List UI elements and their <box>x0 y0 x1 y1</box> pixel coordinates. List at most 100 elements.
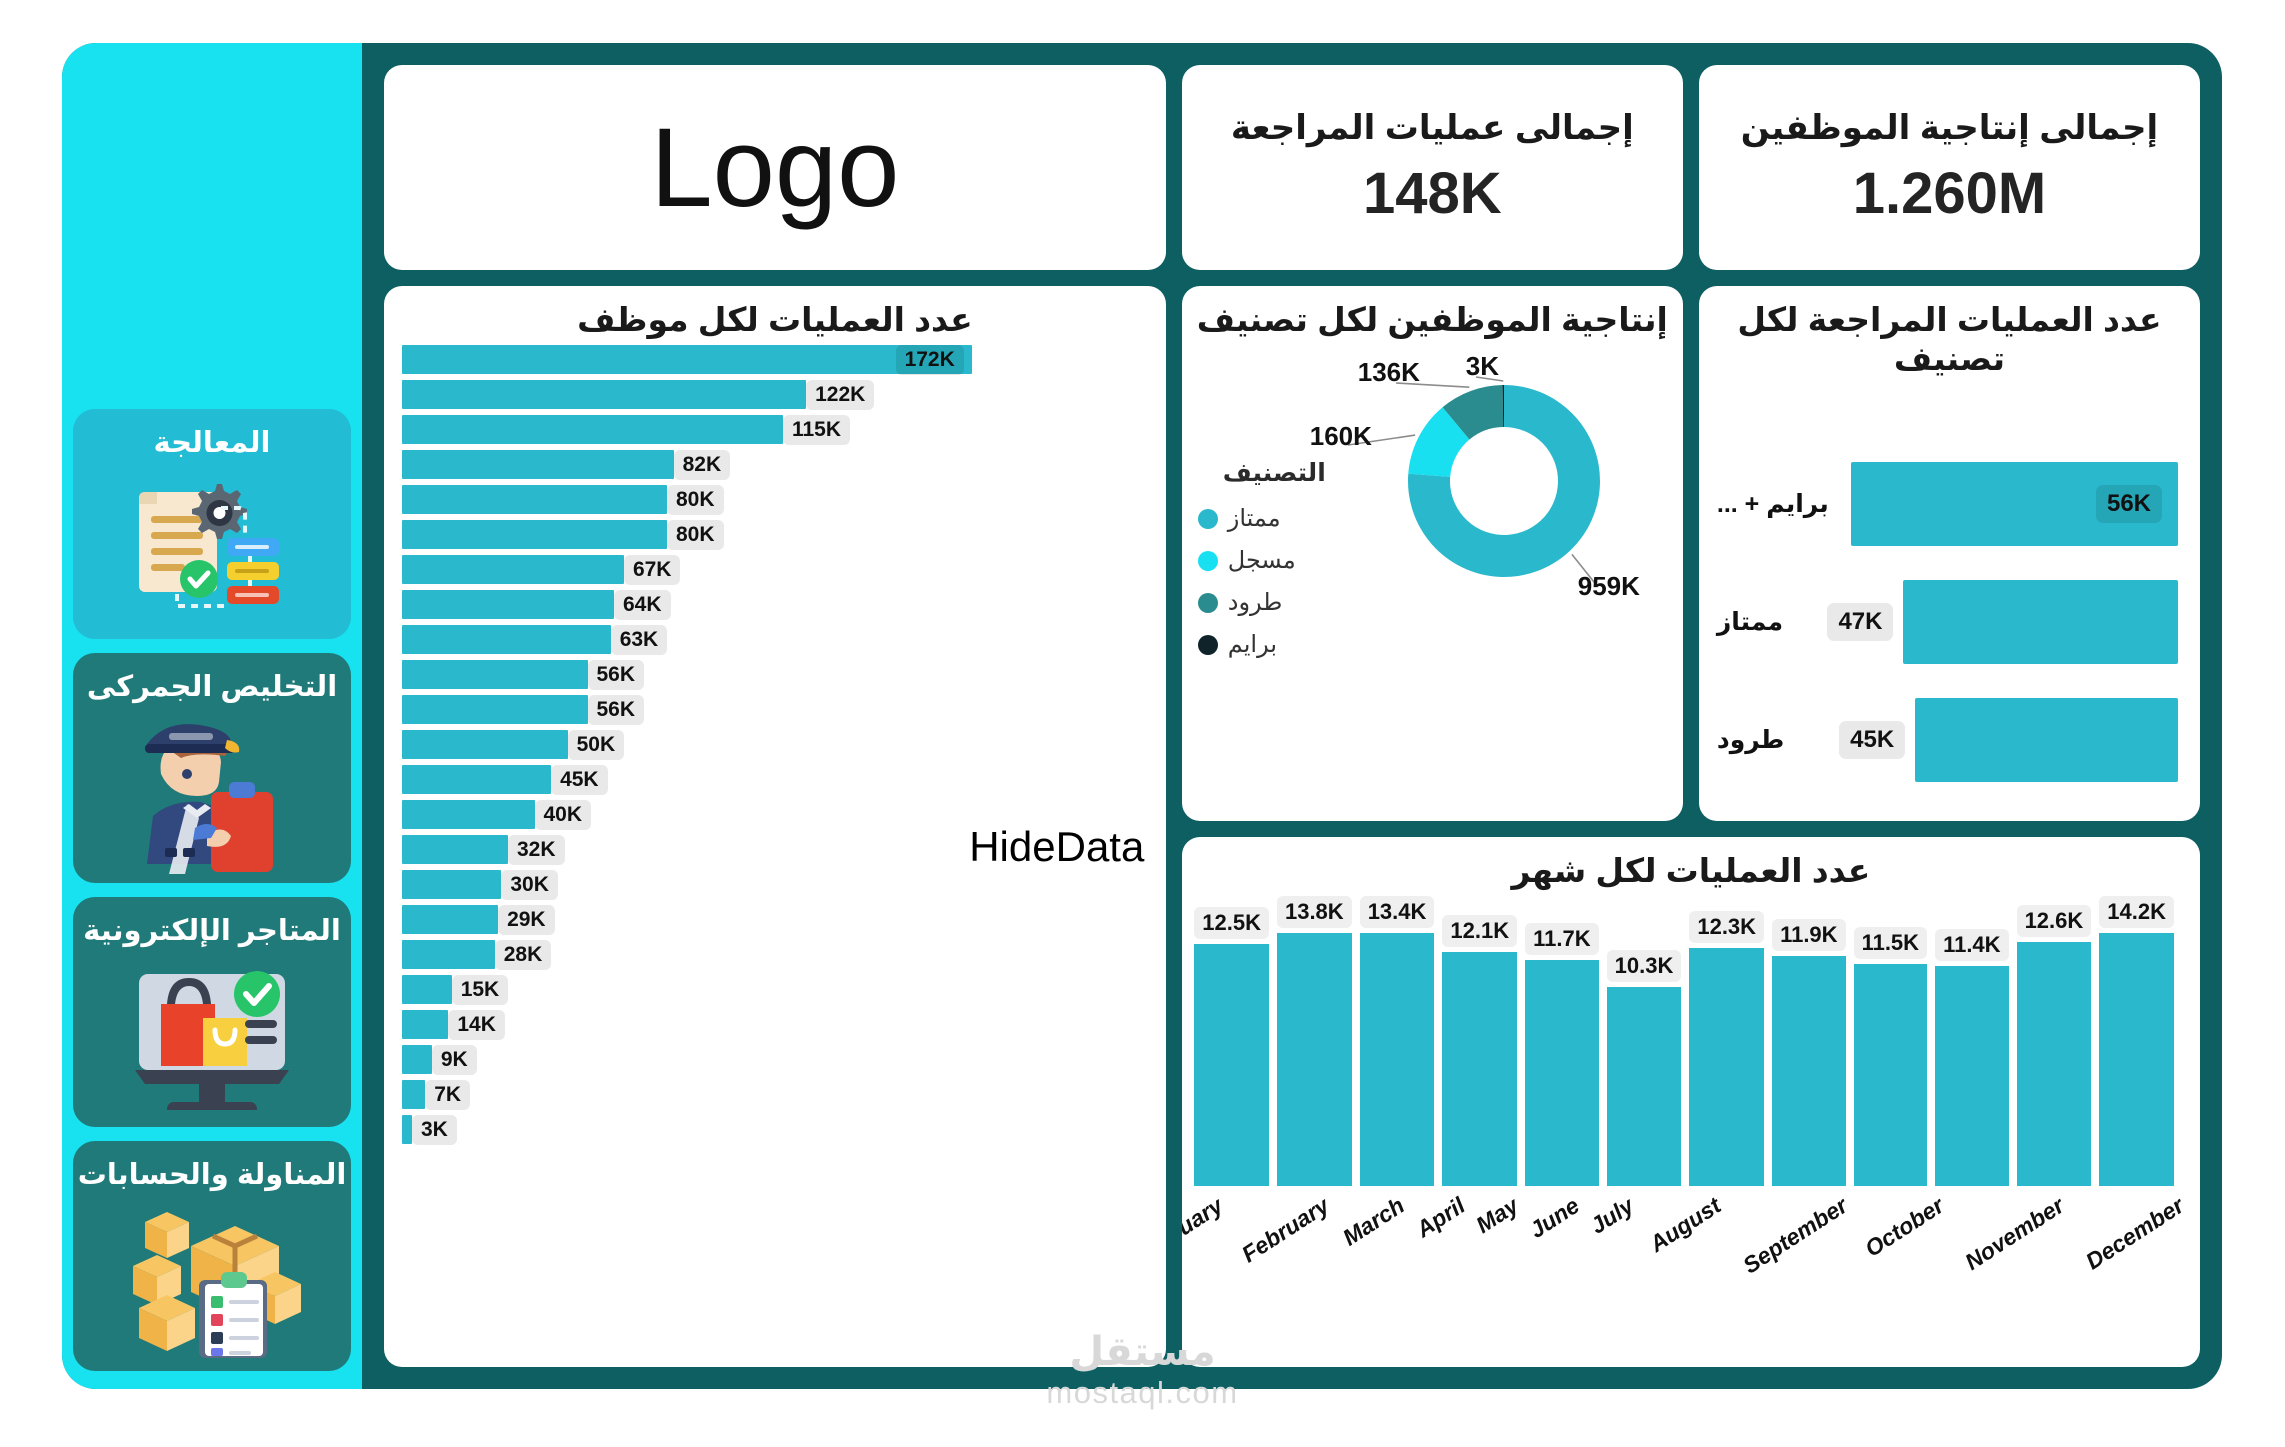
sidebar-item-handling-accounts[interactable]: المناولة والحسابات <box>73 1141 351 1371</box>
employee-bar-row[interactable]: 28K <box>402 939 972 970</box>
month-bar-column[interactable]: 12.3K <box>1689 896 1765 1186</box>
category-value-label: 56K <box>2095 484 2162 523</box>
category-bar-track: 47K <box>1827 579 2178 664</box>
panel-productivity-by-category: إنتاجية الموظفين لكل تصنيف التصنيف ممتاز… <box>1181 286 1683 821</box>
donut-slice[interactable] <box>1408 407 1470 477</box>
category-bar <box>1915 697 2178 782</box>
employee-bar <box>402 1045 432 1074</box>
employee-bar-row[interactable]: 56K <box>402 659 972 690</box>
month-bar-column[interactable]: 12.1K <box>1442 896 1518 1186</box>
month-value-label: 12.6K <box>2016 905 2092 938</box>
employee-bar-row[interactable]: 67K <box>402 554 972 585</box>
donut-value-label: 160K <box>1309 421 1372 451</box>
category-bar-track: 45K <box>1839 697 2178 782</box>
month-value-label: 12.5K <box>1194 907 1269 940</box>
month-bar-column[interactable]: 11.7K <box>1525 896 1599 1186</box>
employee-value-label: 122K <box>806 379 875 410</box>
legend-item-label: ممتاز <box>1227 505 1281 532</box>
donut-slice[interactable] <box>1442 385 1503 440</box>
category-bar-row[interactable]: برايم + ... 56K <box>1717 461 2178 546</box>
month-bar-chart: 14.2K 12.6K 11.4K 11.5K 11.9K 12.3K 10.3K 11.7K… <box>1194 896 2174 1186</box>
category-label: ممتاز <box>1716 607 1784 636</box>
employee-bar-row[interactable]: 32K <box>402 834 972 865</box>
employee-bar-row[interactable]: 3K <box>402 1114 972 1145</box>
employee-bar-row[interactable]: 80K <box>402 519 972 550</box>
customs-officer-icon <box>117 708 307 876</box>
month-bar-column[interactable]: 11.5K <box>1853 896 1928 1186</box>
panel-operations-per-employee: عدد العمليات لكل موظف 172K 122K 115K 82K 80K… <box>384 286 1166 1367</box>
legend-item[interactable]: برايم <box>1197 630 1326 659</box>
employee-chart-body: 172K 122K 115K 82K 80K 80K 67K 64K 63K 56K 56K 50K 4… <box>384 339 1166 1367</box>
employee-bar-row[interactable]: 40K <box>402 799 972 830</box>
employee-bar-chart: 172K 122K 115K 82K 80K 80K 67K 64K 63K 56K 56K 50K 4… <box>402 344 972 1349</box>
packages-clipboard-icon <box>117 1196 307 1364</box>
employee-value-label: 7K <box>425 1079 471 1110</box>
kpi-card-total-reviews: إجمالى عمليات المراجعة 148K <box>1181 65 1683 270</box>
employee-bar-row[interactable]: 14K <box>402 1009 972 1040</box>
employee-bar-row[interactable]: 63K <box>402 624 972 655</box>
month-bar-column[interactable]: 11.4K <box>1935 896 2009 1186</box>
employee-value-label: 80K <box>667 519 724 550</box>
month-bar-column[interactable]: 10.3K <box>1606 896 1682 1186</box>
employee-value-label: 80K <box>667 484 724 515</box>
employee-bar-row[interactable]: 50K <box>402 729 972 760</box>
category-bar-chart: برايم + ... 56K ممتاز 47K طرود 45K <box>1699 378 2200 821</box>
employee-bar <box>402 485 667 514</box>
sidebar-item-customs-clearance[interactable]: التخليص الجمركى <box>73 653 351 883</box>
donut-leader-line <box>1395 382 1470 389</box>
employee-bar-row[interactable]: 172K <box>402 344 972 375</box>
donut-slice[interactable] <box>1407 385 1600 577</box>
panel-operations-per-month: عدد العمليات لكل شهر 14.2K 12.6K 11.4K 11.5… <box>1181 837 2200 1367</box>
month-bar-column[interactable]: 13.4K <box>1359 896 1435 1186</box>
hide-data-line-1: Data <box>1055 822 1145 870</box>
employee-bar-row[interactable]: 7K <box>402 1079 972 1110</box>
employee-bar-row[interactable]: 82K <box>402 449 972 480</box>
employee-bar-row[interactable]: 56K <box>402 694 972 725</box>
employee-bar <box>402 800 535 829</box>
employee-value-label: 15K <box>451 974 509 1005</box>
month-axis-label: June <box>1524 1192 1585 1244</box>
employee-bar-row[interactable]: 122K <box>402 379 972 410</box>
employee-bar <box>402 415 783 444</box>
month-bar-column[interactable]: 14.2K <box>2099 896 2174 1186</box>
donut-value-label: 3K <box>1465 351 1500 381</box>
employee-bar <box>402 450 674 479</box>
sidebar-item-online-stores[interactable]: المتاجر الإلكترونية <box>73 897 351 1127</box>
employee-value-label: 56K <box>587 694 645 725</box>
legend-title: التصنيف <box>1222 459 1326 487</box>
category-bar <box>1850 461 2178 546</box>
employee-bar-row[interactable]: 9K <box>402 1044 972 1075</box>
employee-bar-row[interactable]: 30K <box>402 869 972 900</box>
employee-value-label: 172K <box>895 344 964 375</box>
month-bar-column[interactable]: 13.8K <box>1276 896 1352 1186</box>
employee-bar-row[interactable]: 15K <box>402 974 972 1005</box>
legend-item[interactable]: ممتاز <box>1197 504 1326 533</box>
month-bar <box>1772 955 1846 1186</box>
month-bar <box>1689 948 1765 1186</box>
month-bar-column[interactable]: 12.5K <box>1194 896 1269 1186</box>
employee-bar-row[interactable]: 115K <box>402 414 972 445</box>
employee-bar-row[interactable]: 45K <box>402 764 972 795</box>
month-bar <box>2099 933 2174 1186</box>
document-gear-icon <box>117 464 307 632</box>
category-bar-row[interactable]: ممتاز 47K <box>1716 579 2178 664</box>
month-bar <box>1442 952 1518 1186</box>
legend-item[interactable]: طرود <box>1197 588 1326 617</box>
employee-value-label: 28K <box>494 939 552 970</box>
legend-item[interactable]: مسجل <box>1197 546 1326 575</box>
donut-slice[interactable] <box>1502 385 1504 428</box>
employee-value-label: 45K <box>551 764 608 795</box>
employee-value-label: 40K <box>534 799 592 830</box>
category-bar-row[interactable]: طرود 45K <box>1717 697 2178 782</box>
sidebar-item-processing[interactable]: المعالجة <box>73 409 351 639</box>
month-value-label: 13.8K <box>1276 896 1352 928</box>
month-chart-body: 14.2K 12.6K 11.4K 11.5K 11.9K 12.3K 10.3K 11.7K… <box>1182 890 2200 1362</box>
employee-bar-row[interactable]: 29K <box>402 904 972 935</box>
employee-value-label: 32K <box>508 834 565 865</box>
employee-bar <box>402 730 568 759</box>
employee-bar <box>402 765 552 794</box>
month-bar-column[interactable]: 11.9K <box>1772 896 1846 1186</box>
employee-bar-row[interactable]: 80K <box>402 484 972 515</box>
employee-bar-row[interactable]: 64K <box>402 589 972 620</box>
month-bar-column[interactable]: 12.6K <box>2016 896 2092 1186</box>
